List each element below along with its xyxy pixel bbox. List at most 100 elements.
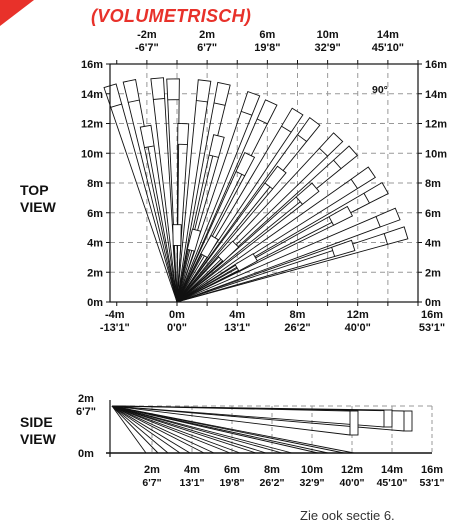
short-zone-beam-edge: [176, 264, 236, 303]
y-axis-tick-right: 8m: [425, 178, 441, 190]
diagram-title: (VOLUMETRISCH): [91, 6, 252, 26]
top-view-beams: [103, 77, 409, 303]
side-view-label-line2: VIEW: [20, 431, 56, 447]
side-y-tick-m: 2m: [78, 393, 94, 405]
long-zone-beam-edge: [121, 103, 178, 303]
long-zone-beam-end: [375, 207, 401, 228]
mid-zone-beam-edge: [176, 171, 237, 303]
side-long-beam-edge: [111, 405, 385, 428]
side-y-tick-m: 0m: [78, 448, 94, 460]
top-axis-tick-ft: -6'7": [135, 42, 159, 54]
short-zone-beam-end: [186, 228, 202, 252]
y-axis-tick-right: 0m: [425, 297, 441, 309]
long-zone-beam-end: [122, 79, 140, 103]
side-long-beam-end: [349, 410, 359, 436]
short-zone-beam-edge: [176, 255, 219, 303]
side-x-tick-m: 4m: [184, 464, 200, 476]
side-long-beam-edge: [111, 405, 351, 412]
side-down-beam: [111, 405, 319, 454]
side-down-beam: [111, 405, 215, 454]
top-axis-tick-ft: 32'9": [315, 42, 341, 54]
y-axis-tick-right: 14m: [425, 89, 447, 101]
long-zone-beam-edge: [176, 192, 365, 303]
short-zone-beam-edge: [176, 270, 240, 303]
y-axis-tick-left: 16m: [81, 59, 103, 71]
y-axis-tick-left: 10m: [81, 148, 103, 160]
side-down-beam: [111, 405, 283, 454]
bottom-axis-tick-ft: 0'0": [167, 322, 187, 334]
y-axis-tick-right: 2m: [425, 267, 441, 279]
top-view-label-line2: VIEW: [20, 199, 56, 215]
top-view-grid: [110, 64, 418, 302]
long-zone-beam-end: [213, 81, 231, 106]
mid-zone-beam-edge: [153, 145, 178, 303]
side-down-beam: [111, 405, 241, 454]
long-zone-beam-edge: [176, 101, 209, 303]
long-zone-beam-edge: [110, 107, 178, 303]
long-zone-beam-edge: [127, 102, 178, 303]
short-zone-beam-edge: [172, 245, 178, 303]
long-zone-beam-edge: [167, 99, 178, 303]
bottom-axis-tick-m: 12m: [347, 309, 369, 321]
mid-zone-beam-edge: [176, 188, 273, 303]
long-zone-beam-edge: [152, 99, 178, 303]
short-zone-beam-edge: [176, 245, 182, 303]
long-zone-beam-end: [195, 79, 212, 103]
y-axis-tick-right: 12m: [425, 119, 447, 131]
side-x-tick-ft: 13'1": [180, 477, 205, 489]
top-axis-tick-m: -2m: [137, 29, 157, 41]
long-zone-beam-end: [256, 99, 278, 125]
side-x-tick-m: 16m: [421, 464, 443, 476]
side-x-tick-m: 14m: [381, 464, 403, 476]
long-zone-beam-end: [318, 132, 344, 157]
side-down-beam: [111, 405, 169, 454]
corner-flag: [0, 0, 34, 26]
mid-zone-beam-end: [235, 151, 256, 177]
top-axis-tick-ft: 45'10": [372, 42, 404, 54]
long-zone-beam-end: [296, 117, 321, 143]
side-y-tick-ft: 6'7": [76, 406, 96, 418]
side-x-tick-ft: 26'2": [260, 477, 285, 489]
mid-zone-beam-edge: [176, 182, 266, 303]
y-axis-tick-left: 14m: [81, 89, 103, 101]
side-long-beam-end: [383, 409, 393, 428]
y-axis-tick-right: 16m: [425, 59, 447, 71]
bottom-axis-tick-m: 16m: [421, 309, 443, 321]
y-axis-tick-left: 12m: [81, 119, 103, 131]
mid-zone-beam-edge: [176, 203, 303, 303]
bottom-axis-tick-m: -4m: [105, 309, 125, 321]
y-axis-tick-left: 0m: [87, 297, 103, 309]
mid-zone-beam-end: [177, 122, 190, 146]
side-x-tick-m: 6m: [224, 464, 240, 476]
mid-zone-beam-edge: [176, 144, 179, 303]
side-down-beam: [111, 405, 231, 454]
side-x-tick-ft: 40'0": [340, 477, 365, 489]
side-down-beam: [111, 405, 191, 454]
mid-zone-beam-edge: [176, 256, 335, 303]
mid-zone-beam-edge: [176, 154, 210, 303]
bottom-axis-tick-m: 8m: [290, 309, 306, 321]
side-down-beam: [111, 405, 267, 454]
long-zone-beam-edge: [176, 226, 381, 303]
side-x-tick-ft: 6'7": [142, 477, 161, 489]
mid-zone-beam-edge: [176, 157, 219, 303]
bottom-axis-tick-ft: 40'0": [345, 322, 371, 334]
y-axis-tick-left: 4m: [87, 238, 103, 250]
side-x-tick-m: 8m: [264, 464, 280, 476]
long-zone-beam-end: [350, 166, 376, 190]
footnote: Zie ook sectie 6.: [300, 508, 395, 523]
mid-zone-beam-end: [328, 205, 354, 226]
mid-zone-beam-edge: [144, 147, 178, 303]
mid-zone-beam-end: [208, 134, 225, 158]
y-axis-tick-left: 2m: [87, 267, 103, 279]
y-axis-tick-right: 4m: [425, 238, 441, 250]
short-zone-beam-edge: [176, 261, 224, 303]
long-zone-beam-edge: [176, 147, 320, 303]
mid-zone-beam-edge: [176, 246, 332, 303]
short-zone-beam-edge: [176, 251, 196, 303]
side-view-label-line1: SIDE: [20, 414, 53, 430]
long-zone-beam-end: [150, 77, 166, 100]
long-zone-beam-end: [363, 181, 389, 204]
short-zone-beam-end: [200, 234, 219, 259]
